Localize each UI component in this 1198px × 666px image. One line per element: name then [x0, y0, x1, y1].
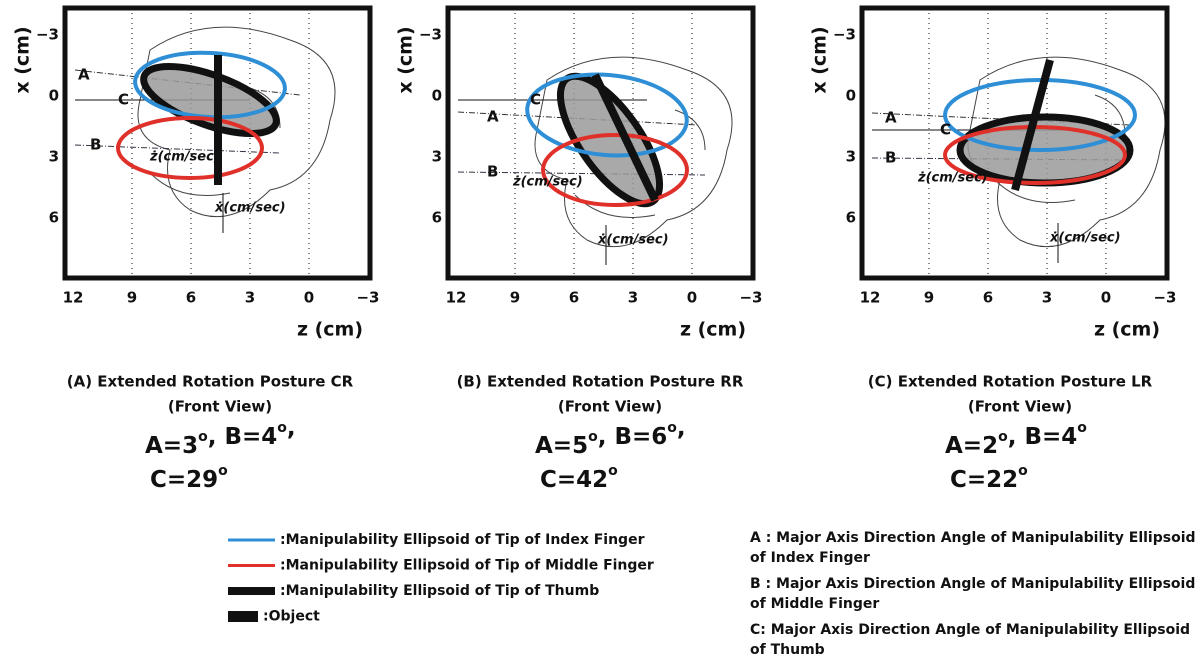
degree-sup: o: [608, 463, 618, 479]
caption: (C) Extended Rotation Posture LR: [868, 373, 1153, 391]
legend-label: :Manipulability Ellipsoid of Tip of Midd…: [280, 558, 654, 574]
y-tick-label: 3: [846, 148, 856, 166]
y-tick-label: −3: [419, 26, 442, 44]
y-axis-label: x (cm): [395, 26, 417, 93]
x-tick-label: −3: [1153, 289, 1176, 307]
annotation: B: [885, 149, 896, 167]
angle-text: ,: [677, 415, 686, 441]
annotation: ẋ(cm/sec): [214, 201, 286, 216]
x-tick-label: 6: [186, 289, 196, 307]
definition: B : Major Axis Direction Angle of Manipu…: [750, 576, 1195, 592]
angle-text: ,: [287, 415, 296, 441]
x-tick-label: 12: [63, 289, 84, 307]
degree-sup: o: [667, 420, 677, 436]
x-tick-label: 6: [569, 289, 579, 307]
x-tick-label: 0: [304, 289, 314, 307]
caption-view: (Front View): [968, 398, 1072, 416]
y-tick-label: 6: [432, 209, 442, 227]
legend-label: :Manipulability Ellipsoid of Tip of Thum…: [280, 583, 599, 599]
angle-text: C=42: [540, 467, 608, 493]
x-tick-label: 3: [628, 289, 638, 307]
x-tick-label: 9: [924, 289, 934, 307]
caption-view: (Front View): [168, 398, 272, 416]
degree-sup: o: [1077, 420, 1087, 436]
angle-values: A=5o, B=6o,: [535, 415, 686, 459]
annotation: ż(cm/sec): [149, 150, 220, 165]
angle-values: C=29o: [150, 463, 228, 493]
y-tick-label: −3: [36, 26, 59, 44]
degree-sup: o: [998, 429, 1008, 445]
definition: of Middle Finger: [750, 596, 879, 612]
x-tick-label: −3: [356, 289, 379, 307]
annotation: ẋ(cm/sec): [597, 233, 669, 248]
y-tick-label: −3: [833, 26, 856, 44]
angle-text: C=29: [150, 467, 218, 493]
x-tick-label: 3: [245, 289, 255, 307]
legend-label: :Manipulability Ellipsoid of Tip of Inde…: [280, 532, 645, 548]
y-axis-label: x (cm): [809, 26, 831, 93]
y-axis-label: x (cm): [12, 26, 34, 93]
degree-sup: o: [1018, 463, 1028, 479]
caption-view: (Front View): [558, 398, 662, 416]
legend-label: :Object: [263, 609, 320, 625]
degree-sup: o: [218, 463, 228, 479]
definition: of Index Finger: [750, 550, 870, 566]
y-tick-label: 6: [49, 209, 59, 227]
caption: (B) Extended Rotation Posture RR: [457, 373, 744, 391]
annotation: ż(cm/sec): [512, 175, 583, 190]
x-axis-label: z (cm): [680, 319, 746, 341]
degree-sup: o: [277, 420, 287, 436]
y-tick-label: 0: [846, 87, 856, 105]
x-tick-label: 6: [983, 289, 993, 307]
annotation: C: [940, 121, 951, 139]
x-tick-label: 0: [687, 289, 697, 307]
angle-values: C=42o: [540, 463, 618, 493]
middle-ellipse: [118, 118, 262, 178]
figure: ACBż(cm/sec)ẋ(cm/sec)−3036129630−3x (cm)…: [0, 0, 1198, 662]
annotation: A: [78, 66, 90, 84]
y-tick-label: 6: [846, 209, 856, 227]
angle-text: A=5: [535, 433, 588, 459]
angle-text: , B=4: [1008, 424, 1078, 450]
y-tick-label: 0: [432, 87, 442, 105]
x-tick-label: 12: [446, 289, 467, 307]
y-tick-label: 0: [49, 87, 59, 105]
definition: A : Major Axis Direction Angle of Manipu…: [750, 530, 1196, 546]
caption: (A) Extended Rotation Posture CR: [67, 373, 354, 391]
annotation: B: [487, 163, 498, 181]
thumb-ellipse: [136, 53, 285, 148]
y-tick-label: 3: [432, 148, 442, 166]
angle-values: C=22o: [950, 463, 1028, 493]
annotation: ż(cm/sec): [917, 171, 988, 186]
degree-sup: o: [588, 429, 598, 445]
angle-values: A=3o, B=4o,: [145, 415, 296, 459]
x-tick-label: 0: [1101, 289, 1111, 307]
degree-sup: o: [198, 429, 208, 445]
angle-text: , B=6: [598, 424, 668, 450]
x-axis-label: z (cm): [297, 319, 363, 341]
definition: C: Major Axis Direction Angle of Manipul…: [750, 622, 1190, 638]
annotation: C: [530, 91, 541, 109]
x-tick-label: 9: [127, 289, 137, 307]
angle-text: A=2: [945, 433, 998, 459]
definition: of Thumb: [750, 642, 825, 658]
x-axis-label: z (cm): [1094, 319, 1160, 341]
annotation: A: [885, 109, 897, 127]
angle-text: , B=4: [208, 424, 278, 450]
x-tick-label: 3: [1042, 289, 1052, 307]
angle-values: A=2o, B=4o: [945, 420, 1087, 459]
annotation: C: [118, 91, 129, 109]
x-tick-label: −3: [739, 289, 762, 307]
annotation: ẋ(cm/sec): [1049, 231, 1121, 246]
annotation: B: [90, 136, 101, 154]
x-tick-label: 12: [860, 289, 881, 307]
angle-text: C=22: [950, 467, 1018, 493]
y-tick-label: 3: [49, 148, 59, 166]
x-tick-label: 9: [510, 289, 520, 307]
annotation: A: [487, 108, 499, 126]
angle-text: A=3: [145, 433, 198, 459]
